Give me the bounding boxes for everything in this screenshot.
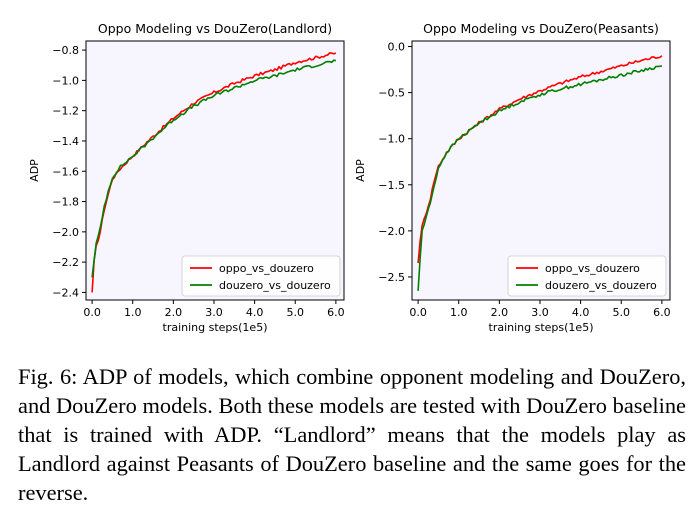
y-tick-label: −1.6: [52, 165, 79, 178]
y-tick-label: −0.5: [378, 87, 405, 100]
x-tick-label: 4.0: [572, 306, 590, 319]
y-axis-label: ADP: [28, 159, 41, 182]
series-line-douzero-vs-douzero: [417, 65, 663, 291]
y-tick-label: −2.0: [52, 226, 79, 239]
x-tick-label: 3.0: [531, 306, 549, 319]
x-tick-label: 5.0: [612, 306, 630, 319]
y-tick-label: −1.0: [52, 74, 79, 87]
y-tick-label: −0.8: [52, 44, 79, 57]
y-tick-label: −2.5: [378, 271, 405, 284]
y-tick-label: −1.8: [52, 196, 79, 209]
chart-title: Oppo Modeling vs DouZero(Peasants): [423, 21, 659, 36]
y-tick-label: −2.4: [52, 286, 79, 299]
y-tick-label: 0.0: [388, 41, 406, 54]
x-tick-label: 4.0: [246, 306, 264, 319]
x-axis-label: training steps(1e5): [489, 321, 594, 334]
x-tick-label: 1.0: [124, 306, 142, 319]
legend: oppo_vs_douzero douzero_vs_douzero: [507, 255, 667, 297]
x-tick-label: 0.0: [409, 306, 427, 319]
legend: oppo_vs_douzero douzero_vs_douzero: [181, 255, 341, 297]
axes-frame: [85, 40, 345, 301]
x-tick-label: 1.0: [450, 306, 468, 319]
chart-title: Oppo Modeling vs DouZero(Landlord): [98, 21, 332, 36]
legend-label-douzero-vs-douzero: douzero_vs_douzero: [545, 279, 657, 292]
y-axis-label: ADP: [354, 159, 367, 182]
chart-peasants: 0.0 1.0 2.0 3.0 4.0 5.0 6.0 0.0 −0.5 −1.0 −1.5 −2.0…: [354, 21, 671, 334]
chart-landlord: 0.0 1.0 2.0 3.0 4.0 5.0 6.0 −0.8 −1.0 −1.2 −1.4 −1.…: [28, 21, 345, 334]
x-tick-label: 6.0: [327, 306, 345, 319]
caption-text: ADP of models, which combine opponent mo…: [18, 364, 686, 505]
figure-caption: Fig. 6: ADP of models, which combine opp…: [18, 362, 686, 507]
figure: 0.0 1.0 2.0 3.0 4.0 5.0 6.0 −0.8 −1.0 −1.2 −1.4 −1.…: [28, 21, 671, 334]
x-tick-label: 5.0: [286, 306, 304, 319]
y-tick-label: −2.2: [52, 256, 79, 269]
caption-label: Fig. 6:: [18, 364, 78, 389]
y-tick-label: −1.0: [378, 133, 405, 146]
y-tick-label: −1.4: [52, 135, 79, 148]
legend-label-oppo-vs-douzero: oppo_vs_douzero: [545, 262, 640, 275]
series-line-douzero-vs-douzero: [91, 59, 337, 278]
legend-box: [181, 255, 341, 297]
y-tick-label: −2.0: [378, 225, 405, 238]
x-tick-label: 0.0: [83, 306, 101, 319]
legend-box: [507, 255, 667, 297]
legend-label-oppo-vs-douzero: oppo_vs_douzero: [219, 262, 314, 275]
x-tick-label: 2.0: [491, 306, 509, 319]
y-tick-label: −1.2: [52, 105, 79, 118]
x-tick-label: 2.0: [165, 306, 183, 319]
y-tick-label: −1.5: [378, 179, 405, 192]
axes-frame: [411, 40, 671, 301]
x-axis-label: training steps(1e5): [163, 321, 268, 334]
legend-label-douzero-vs-douzero: douzero_vs_douzero: [219, 279, 331, 292]
x-tick-label: 3.0: [205, 306, 223, 319]
x-tick-label: 6.0: [653, 306, 671, 319]
